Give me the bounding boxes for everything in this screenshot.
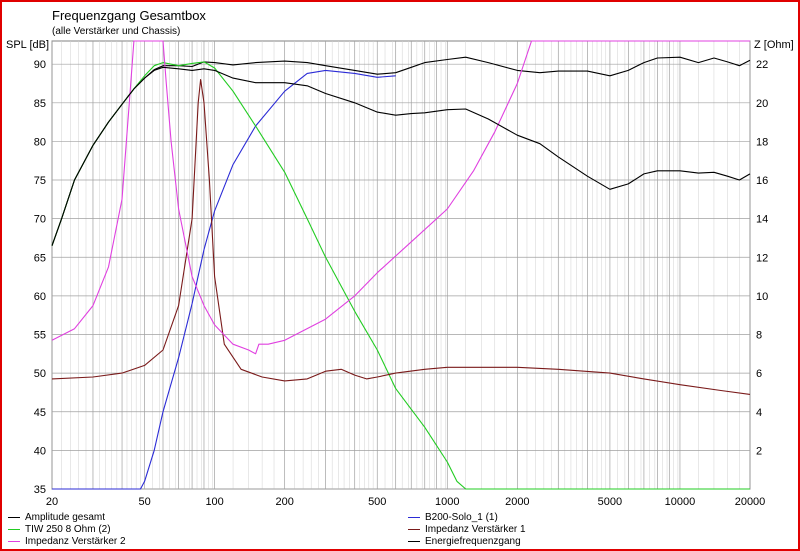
y2-tick-label: 12 [756, 252, 768, 264]
legend-item: Amplitude gesamt [8, 512, 105, 523]
y-axis-left-label: SPL [dB] [6, 39, 50, 51]
plot-area [51, 40, 751, 490]
y2-tick-label: 4 [756, 407, 762, 419]
y-tick-label: 75 [34, 175, 46, 187]
y2-tick-label: 6 [756, 368, 762, 380]
grid-lines [51, 40, 751, 490]
legend-label: Impedanz Verstärker 2 [25, 536, 126, 547]
y-tick-label: 60 [34, 291, 46, 303]
legend-label: Energiefrequenzgang [425, 536, 521, 547]
y2-tick-label: 8 [756, 330, 762, 342]
legend: Amplitude gesamt B200-Solo_1 (1) TIW 250 8… [2, 510, 798, 550]
legend-item: Impedanz Verstärker 1 [408, 524, 526, 535]
y-tick-label: 50 [34, 368, 46, 380]
y2-tick-label: 16 [756, 175, 768, 187]
legend-label: B200-Solo_1 (1) [425, 512, 498, 523]
x-tick-label: 200 [275, 496, 293, 508]
legend-item: Impedanz Verstärker 2 [8, 536, 126, 547]
series-line-2 [52, 69, 396, 490]
legend-swatch [408, 541, 420, 542]
x-tick-label: 10000 [665, 496, 696, 508]
y2-tick-label: 22 [756, 59, 768, 71]
y2-tick-label: 10 [756, 291, 768, 303]
legend-label: Amplitude gesamt [25, 512, 106, 523]
x-tick-label: 5000 [598, 496, 622, 508]
series-line-4 [51, 79, 751, 395]
series-line-5 [51, 40, 750, 355]
y2-tick-label: 2 [756, 445, 762, 457]
y-tick-label: 55 [34, 330, 46, 342]
legend-item: Energiefrequenzgang [408, 536, 521, 547]
x-tick-label: 50 [138, 496, 150, 508]
legend-label: TIW 250 8 Ohm (2) [25, 524, 111, 535]
chart-title: Frequenzgang Gesamtbox [52, 8, 206, 23]
y-tick-label: 65 [34, 252, 46, 264]
y-tick-label: 40 [34, 445, 46, 457]
y-tick-label: 90 [34, 59, 46, 71]
x-tick-label: 100 [205, 496, 223, 508]
series-line-6 [51, 66, 751, 246]
series-lines [51, 40, 751, 490]
legend-label: Impedanz Verstärker 1 [425, 524, 526, 535]
y-axis-right-label: Z [Ohm] [754, 39, 794, 51]
legend-swatch [8, 529, 20, 530]
legend-item: B200-Solo_1 (1) [408, 512, 498, 523]
y2-tick-label: 14 [756, 214, 768, 226]
x-tick-label: 2000 [505, 496, 529, 508]
x-tick-label: 20 [46, 496, 58, 508]
y2-tick-label: 20 [756, 98, 768, 110]
y2-tick-label: 18 [756, 136, 768, 148]
chart-subtitle: (alle Verstärker und Chassis) [52, 26, 181, 37]
x-tick-label: 500 [368, 496, 386, 508]
legend-item: TIW 250 8 Ohm (2) [8, 524, 111, 535]
legend-swatch [8, 517, 20, 518]
x-tick-label: 1000 [435, 496, 459, 508]
legend-swatch [408, 517, 420, 518]
y-tick-label: 80 [34, 136, 46, 148]
tick-labels: 20 50 100 200 500 1000 2000 5000 10000 20000 35 40 4… [34, 59, 769, 508]
y-tick-label: 85 [34, 98, 46, 110]
x-tick-label: 20000 [735, 496, 766, 508]
y-tick-label: 70 [34, 214, 46, 226]
y-tick-label: 35 [34, 484, 46, 496]
legend-swatch [408, 529, 420, 530]
legend-swatch [8, 541, 20, 542]
y-tick-label: 45 [34, 407, 46, 419]
